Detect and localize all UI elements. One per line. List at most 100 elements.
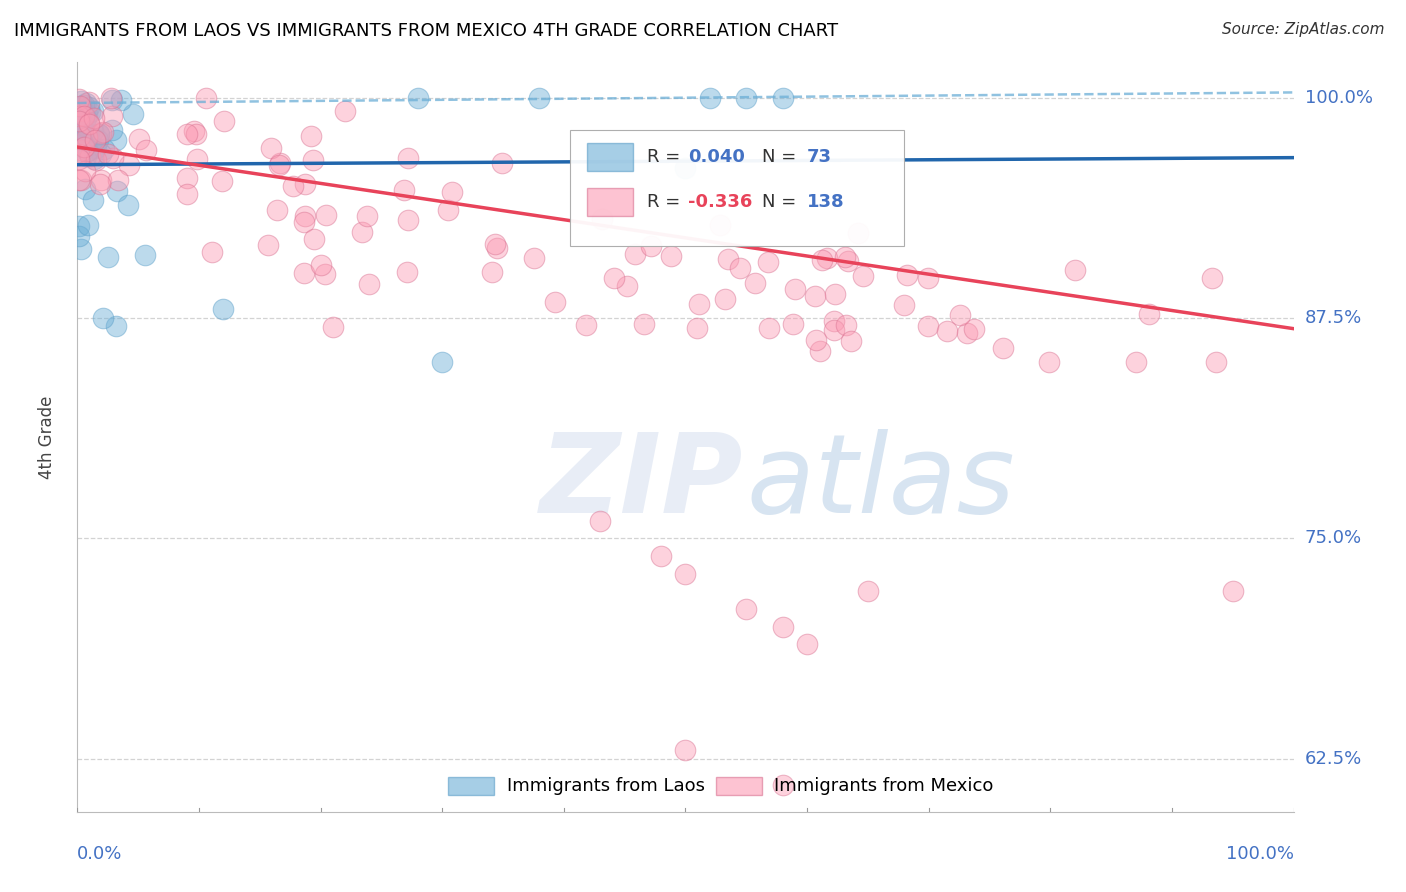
Point — [544, 295, 567, 310]
Point — [675, 566, 697, 581]
Point — [322, 319, 344, 334]
Point — [75, 149, 97, 163]
Point — [309, 258, 332, 272]
Point — [67, 109, 90, 123]
Point — [650, 549, 672, 563]
Point — [782, 317, 804, 331]
Point — [301, 153, 323, 168]
Point — [267, 158, 290, 172]
Text: R =: R = — [647, 148, 686, 166]
Point — [70, 120, 93, 135]
Point — [77, 117, 100, 131]
Point — [72, 110, 94, 124]
Point — [67, 229, 90, 244]
Point — [744, 276, 766, 290]
Point — [69, 122, 91, 136]
Point — [134, 248, 156, 262]
Point — [846, 226, 869, 240]
Point — [90, 126, 112, 140]
Point — [735, 91, 758, 105]
Point — [440, 185, 463, 199]
Point — [772, 778, 794, 792]
Point — [688, 297, 710, 311]
Text: 75.0%: 75.0% — [1305, 530, 1362, 548]
Point — [73, 97, 96, 112]
Point — [183, 124, 205, 138]
Point — [73, 164, 96, 178]
Point — [73, 140, 96, 154]
Point — [772, 91, 794, 105]
Point — [79, 104, 101, 119]
Point — [314, 267, 336, 281]
Point — [69, 172, 91, 186]
Point — [128, 131, 150, 145]
Point — [73, 124, 96, 138]
Point — [186, 152, 208, 166]
Point — [69, 114, 91, 128]
Point — [101, 123, 124, 137]
Point — [640, 238, 662, 252]
Point — [993, 341, 1015, 355]
Text: N =: N = — [762, 193, 796, 211]
Point — [856, 584, 879, 599]
Point — [76, 106, 98, 120]
Text: -0.336: -0.336 — [688, 193, 752, 211]
Point — [82, 193, 104, 207]
Point — [269, 155, 291, 169]
Point — [1064, 263, 1087, 277]
Point — [105, 318, 128, 333]
Point — [89, 127, 111, 141]
Point — [67, 104, 90, 119]
Point — [80, 137, 103, 152]
Point — [529, 91, 551, 105]
FancyBboxPatch shape — [449, 777, 495, 796]
Point — [75, 96, 97, 111]
Text: 62.5%: 62.5% — [1305, 750, 1362, 768]
Point — [118, 158, 141, 172]
Point — [315, 208, 337, 222]
Point — [69, 99, 91, 113]
Point — [176, 187, 198, 202]
Point — [73, 134, 96, 148]
Point — [302, 232, 325, 246]
Point — [823, 322, 845, 336]
Point — [1125, 355, 1147, 369]
Point — [110, 93, 132, 107]
Text: Source: ZipAtlas.com: Source: ZipAtlas.com — [1222, 22, 1385, 37]
Point — [949, 308, 972, 322]
Point — [396, 265, 419, 279]
Point — [69, 129, 91, 144]
Point — [73, 131, 96, 145]
Point — [75, 182, 97, 196]
Point — [107, 172, 129, 186]
Text: 100.0%: 100.0% — [1226, 846, 1294, 863]
Point — [90, 173, 112, 187]
Point — [896, 268, 918, 282]
Point — [406, 91, 429, 105]
Point — [633, 317, 655, 331]
Point — [67, 92, 90, 106]
Text: IMMIGRANTS FROM LAOS VS IMMIGRANTS FROM MEXICO 4TH GRADE CORRELATION CHART: IMMIGRANTS FROM LAOS VS IMMIGRANTS FROM … — [14, 22, 838, 40]
Point — [122, 106, 145, 120]
Point — [67, 219, 90, 234]
Point — [804, 334, 827, 348]
Point — [73, 109, 96, 123]
Point — [772, 619, 794, 633]
Point — [491, 155, 513, 169]
Point — [91, 124, 114, 138]
Point — [824, 286, 846, 301]
Text: Immigrants from Mexico: Immigrants from Mexico — [775, 777, 994, 796]
Point — [294, 178, 316, 192]
Point — [281, 179, 304, 194]
Point — [79, 149, 101, 163]
Text: Immigrants from Laos: Immigrants from Laos — [506, 777, 704, 796]
Point — [67, 100, 90, 114]
Point — [69, 110, 91, 124]
Text: 4th Grade: 4th Grade — [38, 395, 56, 479]
Point — [292, 215, 315, 229]
Point — [758, 320, 780, 334]
Point — [796, 637, 818, 651]
Point — [75, 111, 97, 125]
Point — [77, 115, 100, 129]
Point — [591, 211, 613, 226]
